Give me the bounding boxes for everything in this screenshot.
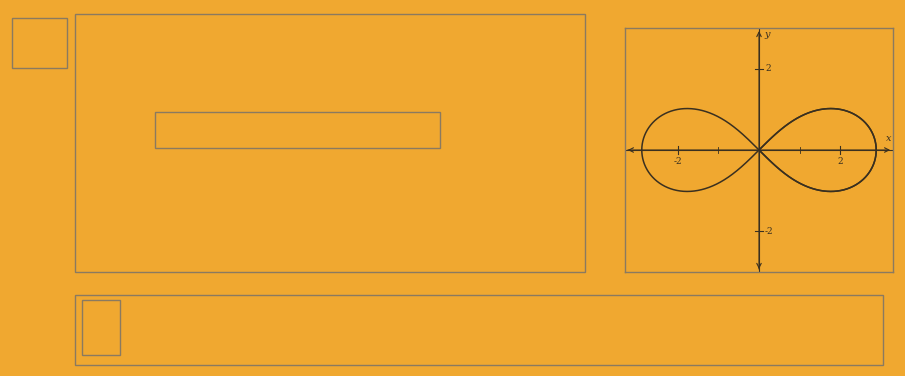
Text: x: x (885, 134, 891, 143)
Text: two places.  Explain.: two places. Explain. (128, 333, 267, 346)
Text: y: y (764, 30, 769, 39)
Text: b.: b. (95, 321, 108, 334)
Text: Not only is the derivative of this lemniscate: Not only is the derivative of this lemni… (128, 315, 424, 328)
Text: -2: -2 (673, 157, 682, 166)
Text: -2: -2 (765, 227, 774, 236)
Text: 6-69.: 6-69. (17, 36, 52, 50)
Text: not: not (372, 315, 394, 328)
Text: A “lemniscate” looks like an infinity symbol.  The: A “lemniscate” looks like an infinity sy… (85, 72, 414, 85)
Text: 2: 2 (837, 157, 843, 166)
Text: RADICAL RELATIONS, Part Two: RADICAL RELATIONS, Part Two (85, 36, 327, 50)
Text: 2: 2 (765, 64, 771, 73)
Text: 3(x² + y²)² = 25(x² – y²): 3(x² + y²)² = 25(x² – y²) (211, 123, 384, 138)
Text: a function, it does not exist at: a function, it does not exist at (386, 315, 588, 328)
Text: lemniscate graphed at right has the equation:: lemniscate graphed at right has the equa… (85, 90, 393, 103)
